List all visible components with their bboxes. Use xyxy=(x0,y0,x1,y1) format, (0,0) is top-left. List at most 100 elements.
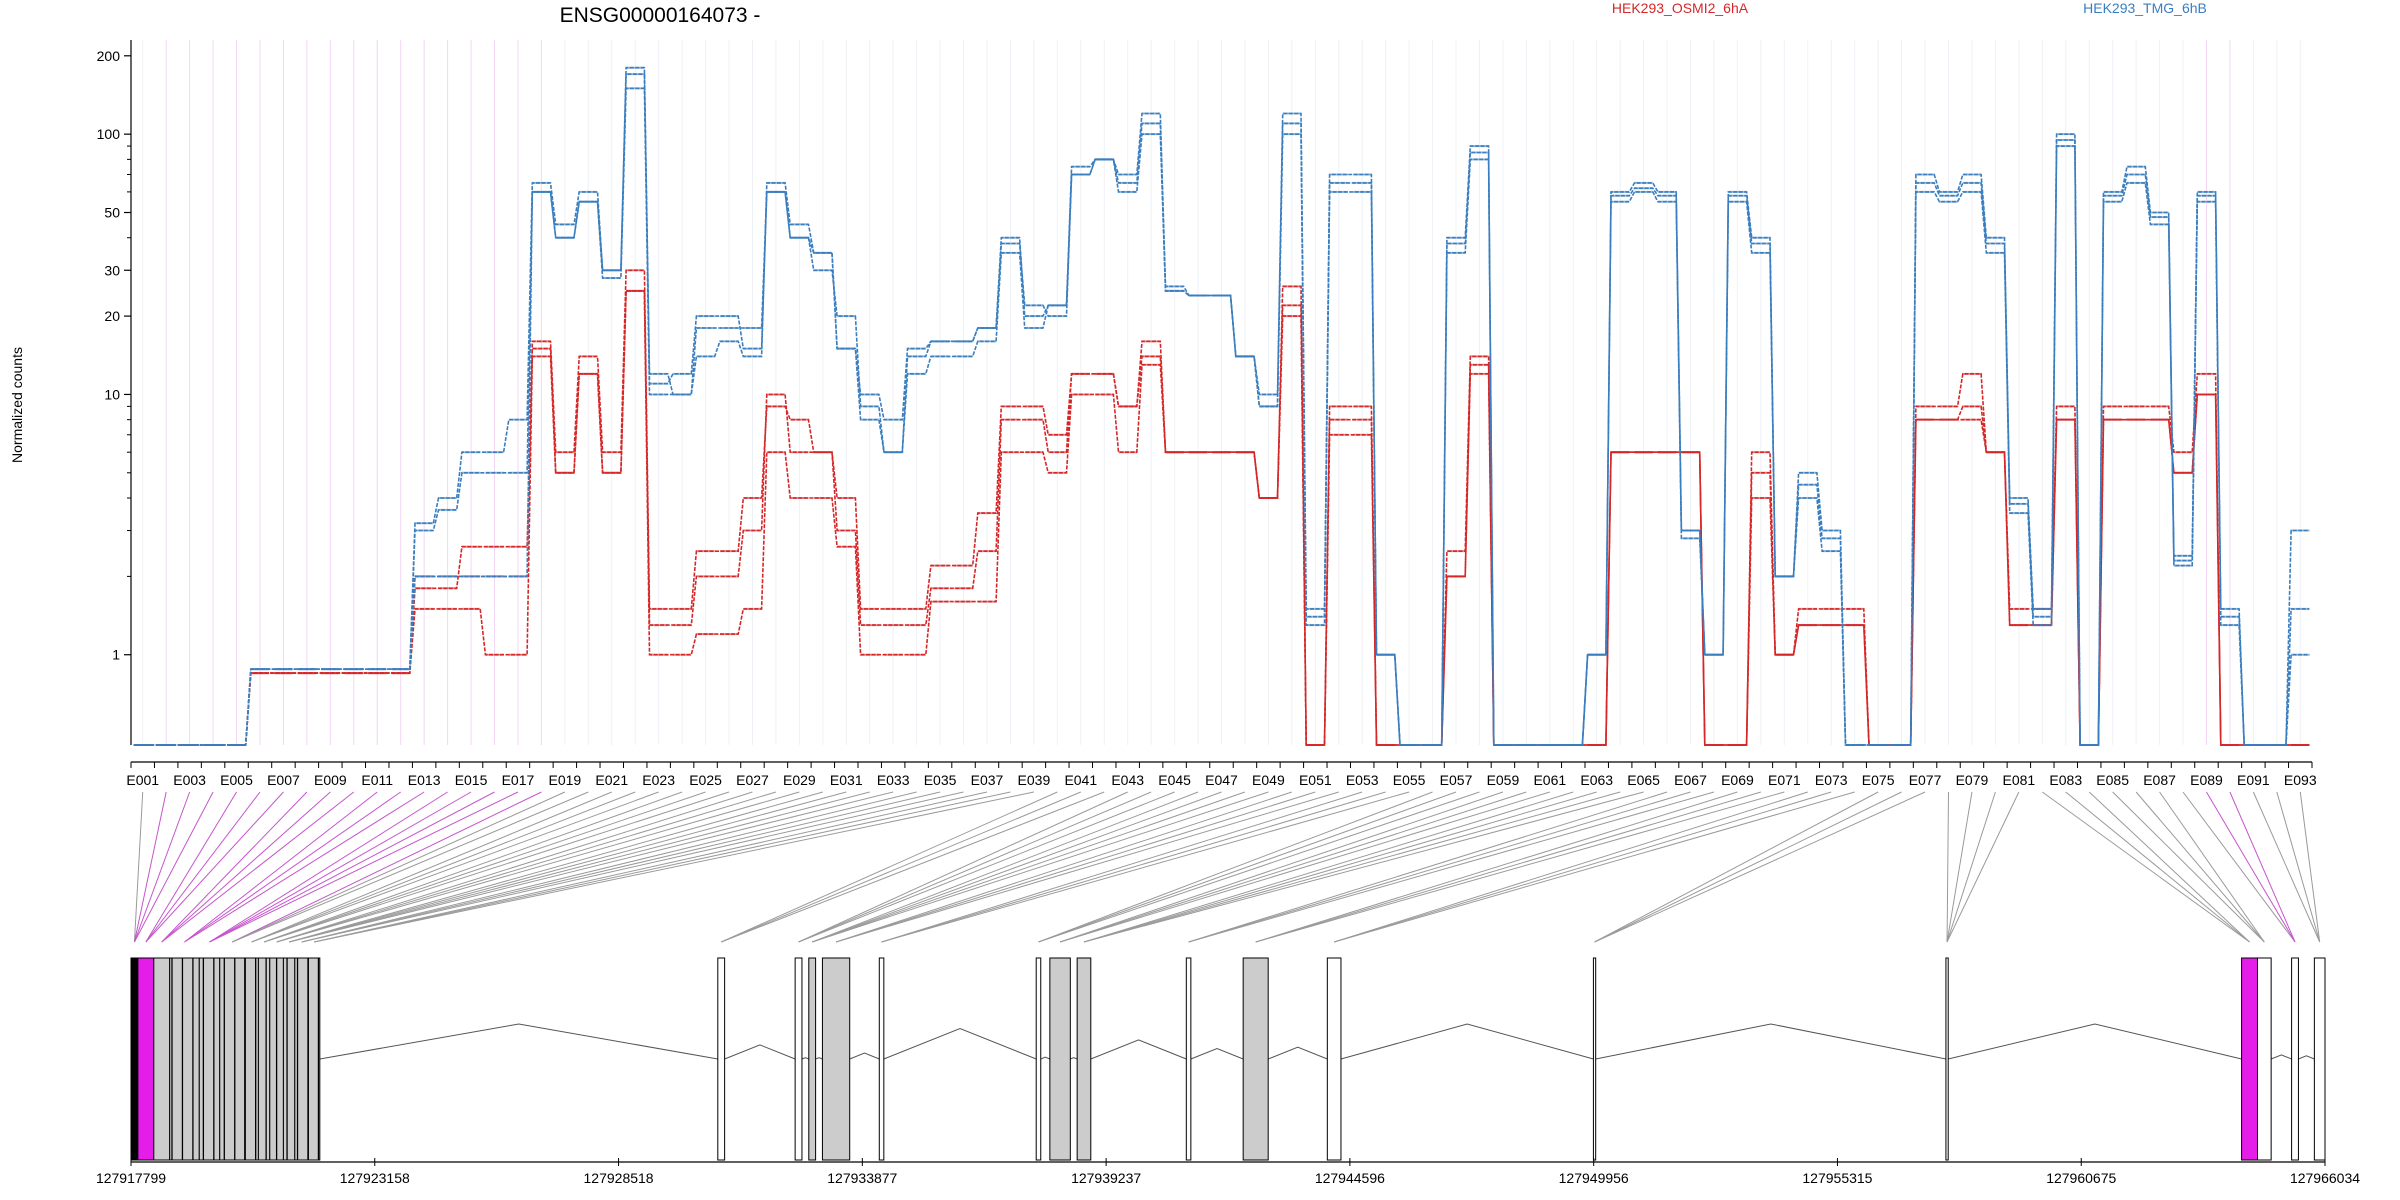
exon-connector xyxy=(835,791,1339,943)
exon-connector xyxy=(1594,791,1879,943)
exon-connector xyxy=(2112,791,2265,943)
exon-connector xyxy=(1333,791,1832,943)
exon-connector xyxy=(301,791,917,943)
exon-box xyxy=(1035,957,1042,1161)
exon-tick-label: E043 xyxy=(1111,772,1144,788)
exon-box xyxy=(219,957,246,1161)
exon-connector xyxy=(1255,791,1738,943)
exon-connector xyxy=(1188,791,1668,943)
exon-connector xyxy=(301,791,964,943)
exon-connector xyxy=(184,791,401,943)
exon-box xyxy=(1945,957,1949,1161)
intron-line xyxy=(1090,1039,1187,1060)
intron-line xyxy=(319,1023,718,1060)
exon-connector xyxy=(721,791,1105,943)
exon-connector xyxy=(232,791,589,943)
exon-connector xyxy=(314,791,1034,943)
exon-box xyxy=(1242,957,1269,1161)
exon-connector xyxy=(2042,791,2250,943)
exon-box xyxy=(137,957,155,1161)
y-tick-label: 50 xyxy=(104,205,120,221)
exon-grid xyxy=(142,40,2301,745)
exon-connector xyxy=(721,791,1058,943)
y-axis: 1 10 20 30 50 100 200 xyxy=(97,40,132,745)
legend-label-osmi2: HEK293_OSMI2_6hA xyxy=(1612,0,1749,16)
exon-box xyxy=(1326,957,1342,1161)
genomic-tick-label: 127955315 xyxy=(1802,1170,1872,1186)
y-tick-label: 1 xyxy=(112,647,120,663)
plot-series xyxy=(133,66,2310,746)
exon-connector xyxy=(1059,791,1550,943)
exon-tick-label: E027 xyxy=(736,772,769,788)
intron-line xyxy=(724,1044,796,1060)
genomic-tick-label: 127928518 xyxy=(584,1170,654,1186)
exon-connector xyxy=(812,791,1222,943)
exon-connector xyxy=(2135,791,2265,943)
exon-box xyxy=(2241,957,2258,1161)
exon-tick-label: E059 xyxy=(1487,772,1520,788)
exon-connector xyxy=(2252,791,2321,943)
exon-tick-label: E041 xyxy=(1064,772,1097,788)
exon-tick-label: E085 xyxy=(2096,772,2129,788)
exon-tick-label: E079 xyxy=(1956,772,1989,788)
exon-connector xyxy=(2088,791,2250,943)
exon-tick-label: E021 xyxy=(595,772,628,788)
legend-label-tmg: HEK293_TMG_6hB xyxy=(2083,0,2207,16)
exon-connector xyxy=(812,791,1269,943)
exon-connector xyxy=(263,791,683,943)
exon-tick-label: E075 xyxy=(1862,772,1895,788)
exon-tick-label: E089 xyxy=(2190,772,2223,788)
exon-tick-label: E033 xyxy=(877,772,910,788)
exon-tick-label: E093 xyxy=(2284,772,2317,788)
exon-connector xyxy=(209,791,472,943)
exon-tick-label: E013 xyxy=(408,772,441,788)
exon-box xyxy=(2313,957,2326,1161)
exon-connector xyxy=(1059,791,1527,943)
exon-box xyxy=(282,957,296,1161)
exon-connector xyxy=(145,791,261,943)
genomic-axis: 127917799 127923158 127928518 127933877 1279… xyxy=(96,1158,2360,1186)
exon-box xyxy=(169,957,200,1161)
exon-connector xyxy=(1946,791,2020,943)
exon-tick-label: E055 xyxy=(1393,772,1426,788)
genomic-tick-label: 127966034 xyxy=(2290,1170,2360,1186)
exon-box xyxy=(1049,957,1071,1161)
exon-connector xyxy=(1188,791,1715,943)
exon-connector xyxy=(1255,791,1785,943)
exon-tick-label: E037 xyxy=(971,772,1004,788)
intron-line xyxy=(1040,1056,1051,1060)
exon-connector xyxy=(721,791,1081,943)
exon-tick-label: E071 xyxy=(1768,772,1801,788)
exon-tick-label: E087 xyxy=(2143,772,2176,788)
y-tick-label: 30 xyxy=(104,262,120,278)
exon-tick-label: E081 xyxy=(2003,772,2036,788)
genomic-tick-label: 127949956 xyxy=(1559,1170,1629,1186)
exon-tick-label: E007 xyxy=(267,772,300,788)
exon-connector xyxy=(2206,791,2296,943)
exon-connector xyxy=(276,791,800,943)
intron-line xyxy=(2298,1055,2315,1060)
genomic-tick-label: 127933877 xyxy=(827,1170,897,1186)
exon-box xyxy=(821,957,851,1161)
exon-connector xyxy=(161,791,308,943)
exon-connector xyxy=(209,791,519,943)
genomic-tick-label: 127939237 xyxy=(1071,1170,1141,1186)
exon-connector xyxy=(184,791,425,943)
exon-box xyxy=(130,957,139,1161)
exon-connector xyxy=(288,791,823,943)
exon-tick-label: E049 xyxy=(1252,772,1285,788)
exon-tick-label: E083 xyxy=(2049,772,2082,788)
exon-connector xyxy=(1059,791,1504,943)
exon-tick-label: E023 xyxy=(642,772,675,788)
exon-tick-label: E009 xyxy=(314,772,347,788)
exon-connector xyxy=(1083,791,1574,943)
exon-box xyxy=(808,957,817,1161)
genomic-tick-label: 127923158 xyxy=(340,1170,410,1186)
intron-line xyxy=(2270,1054,2292,1060)
exon-tick-label: E073 xyxy=(1815,772,1848,788)
exon-connector xyxy=(881,791,1363,943)
genomic-tick-label: 127960675 xyxy=(2046,1170,2116,1186)
exon-tick-label: E025 xyxy=(689,772,722,788)
intron-line xyxy=(1340,1023,1594,1060)
exon-connector xyxy=(798,791,1152,943)
